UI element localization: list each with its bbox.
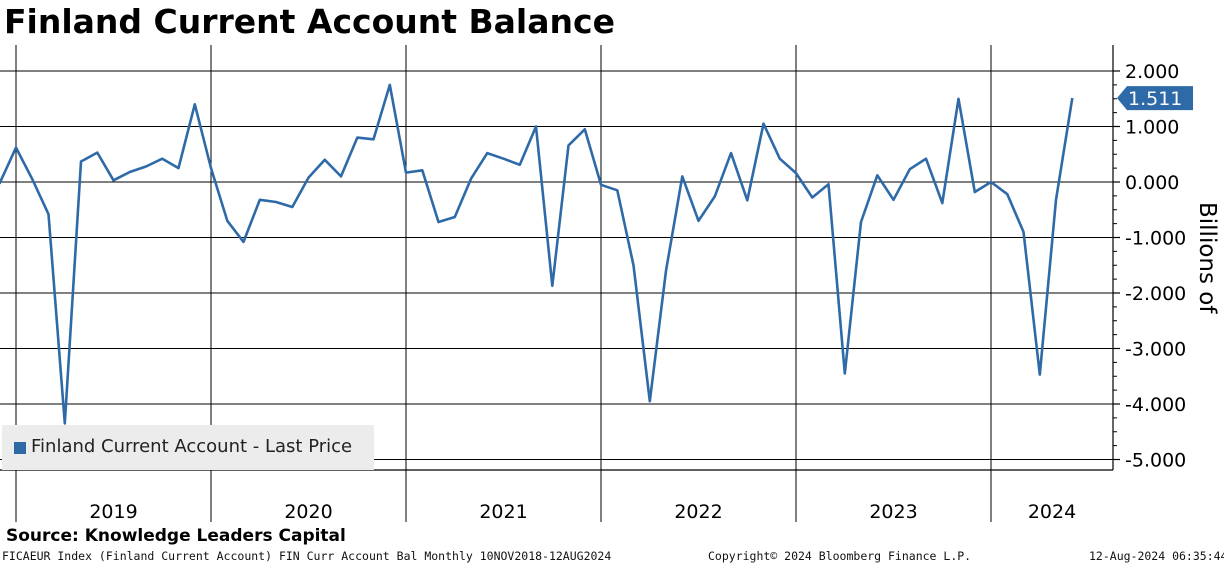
- chart-title: Finland Current Account Balance: [4, 2, 615, 41]
- x-tick-label: 2023: [869, 501, 917, 523]
- badge-shape: [1117, 86, 1193, 111]
- y-tick-label: -2.000: [1125, 283, 1186, 305]
- last-value-badge: 1.511: [1117, 86, 1193, 111]
- index-info: FICAEUR Index (Finland Current Account) …: [2, 549, 612, 563]
- y-tick-label: 1.000: [1125, 117, 1179, 139]
- x-axis-year-labels: 2019 2020 2021 2022 2023 2024: [89, 501, 1076, 523]
- y-tick-label: 0.000: [1125, 172, 1179, 194]
- y-axis-label: Billions of: [1194, 202, 1220, 314]
- y-tick-label: -1.000: [1125, 228, 1186, 250]
- y-tick-label: -3.000: [1125, 339, 1186, 361]
- axes: [0, 45, 1114, 471]
- legend-swatch: [14, 442, 26, 454]
- y-axis-ticks: 2.000 1.000 0.000 -1.000 -2.000 -3.000 -4.000 -…: [1113, 61, 1186, 472]
- x-tick-label: 2024: [1028, 501, 1076, 523]
- x-tick-label: 2019: [89, 501, 137, 523]
- chart-legend: Finland Current Account - Last Price: [2, 425, 374, 470]
- y-tick-label: 2.000: [1125, 61, 1179, 83]
- horizontal-gridlines: [0, 70, 1113, 460]
- x-tick-label: 2022: [674, 501, 722, 523]
- x-tick-label: 2021: [479, 501, 527, 523]
- y-tick-label: -4.000: [1125, 394, 1186, 416]
- series-line: [0, 83, 1074, 425]
- vertical-gridlines: [15, 45, 992, 522]
- source-note: Source: Knowledge Leaders Capital: [6, 526, 346, 546]
- y-tick-label: -5.000: [1125, 450, 1186, 472]
- legend-label: Finland Current Account - Last Price: [31, 436, 353, 457]
- copyright: Copyright© 2024 Bloomberg Finance L.P.: [708, 549, 972, 563]
- timestamp: 12-Aug-2024 06:35:44: [1089, 549, 1224, 563]
- x-tick-label: 2020: [284, 501, 332, 523]
- badge-value: 1.511: [1128, 88, 1182, 110]
- series-lines: [0, 83, 1074, 425]
